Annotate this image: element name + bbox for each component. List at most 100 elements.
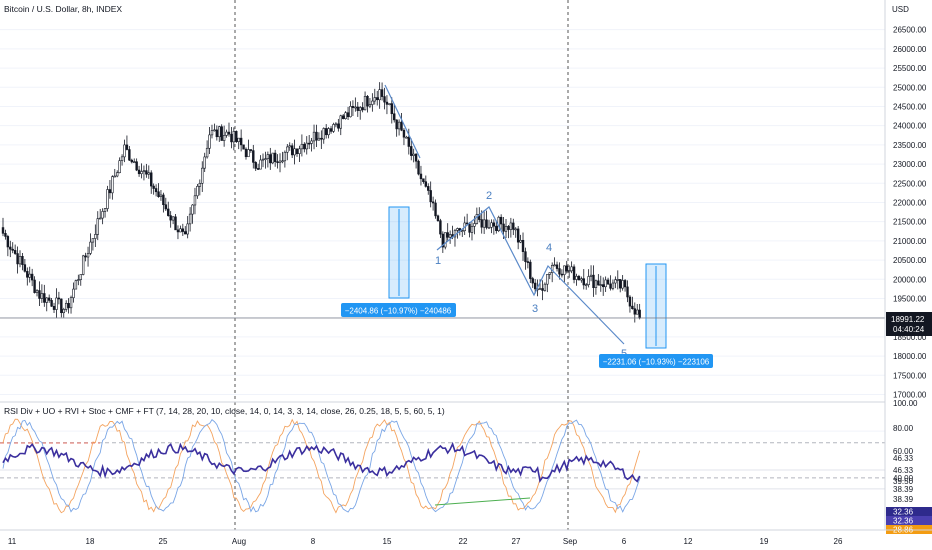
candle-body xyxy=(473,223,476,227)
candle-body xyxy=(205,147,209,158)
symbol-title[interactable]: Bitcoin / U.S. Dollar, 8h, INDEX xyxy=(4,4,122,14)
candle-body xyxy=(157,191,160,197)
candle-body xyxy=(113,175,116,178)
candle-body xyxy=(72,288,75,299)
indicator-value: 46.33 xyxy=(893,454,914,463)
candle-body xyxy=(337,123,340,129)
candle-body xyxy=(349,106,352,118)
time-tick: 6 xyxy=(622,537,627,546)
candle-body xyxy=(359,107,362,111)
indicator-line-stoch-k xyxy=(2,419,641,513)
candle-body xyxy=(130,159,133,163)
candle-body xyxy=(623,280,627,288)
candle-body xyxy=(410,146,413,156)
candle-body xyxy=(565,265,568,272)
candle-body xyxy=(184,231,187,235)
last-price-value: 18991.22 xyxy=(891,315,925,324)
price-axis-bg xyxy=(885,0,932,530)
price-tick: 26000.00 xyxy=(893,45,927,54)
candle-body xyxy=(16,253,19,265)
divergence-line xyxy=(434,497,531,506)
candle-body xyxy=(45,297,48,303)
price-tick: 17500.00 xyxy=(893,371,927,380)
candle-body xyxy=(512,222,515,230)
candle-body xyxy=(402,129,406,138)
candle-body xyxy=(636,309,639,315)
candle-body xyxy=(597,280,600,286)
candle-body xyxy=(558,268,561,275)
candle-body xyxy=(315,131,318,141)
indicator-value: 46.33 xyxy=(893,466,914,475)
candle-body xyxy=(373,97,376,102)
time-tick: 27 xyxy=(512,537,521,546)
candle-body xyxy=(436,215,440,221)
candle-body xyxy=(38,290,41,299)
candle-body xyxy=(448,234,452,238)
candle-body xyxy=(475,214,479,224)
time-tick: 26 xyxy=(834,537,843,546)
candle-body xyxy=(609,283,612,289)
candle-body xyxy=(507,226,510,230)
candle-body xyxy=(4,233,7,237)
candle-body xyxy=(196,186,199,197)
candle-body xyxy=(69,297,73,309)
candle-body xyxy=(256,168,260,170)
time-tick: 18 xyxy=(86,537,95,546)
time-tick: 22 xyxy=(459,537,468,546)
indicator-badge-value: 32.36 xyxy=(893,508,914,517)
candle-body xyxy=(6,236,10,248)
candle-body xyxy=(167,208,170,216)
candle-body xyxy=(81,255,85,275)
indicator-badge xyxy=(886,516,932,525)
candle-body xyxy=(181,228,185,232)
candle-body xyxy=(429,190,432,203)
candle-body xyxy=(482,219,486,228)
candle-body xyxy=(293,148,296,156)
candle-body xyxy=(201,167,204,184)
candle-body xyxy=(237,137,240,142)
time-tick: 19 xyxy=(760,537,769,546)
candle-body xyxy=(577,275,581,281)
candle-body xyxy=(40,293,44,299)
candle-body xyxy=(242,144,245,150)
candle-body xyxy=(278,160,282,163)
candle-body xyxy=(26,271,29,278)
price-tick: 23000.00 xyxy=(893,160,927,169)
candle-body xyxy=(52,306,56,310)
indicator-levels xyxy=(0,430,885,490)
candle-body xyxy=(587,276,590,286)
candle-body xyxy=(55,297,58,310)
candle-body xyxy=(1,227,5,234)
candle-body xyxy=(606,279,610,285)
price-tick: 26500.00 xyxy=(893,26,927,35)
indicator-tick: 80.00 xyxy=(893,424,914,433)
candle-body xyxy=(232,131,236,143)
currency-label: USD xyxy=(892,5,909,14)
time-tick: 15 xyxy=(383,537,392,546)
candle-body xyxy=(174,216,177,231)
candle-body xyxy=(244,148,248,158)
candle-body xyxy=(154,188,158,193)
candle-body xyxy=(602,284,605,288)
candle-body xyxy=(422,178,425,183)
candle-body xyxy=(546,274,549,285)
candle-body xyxy=(356,106,359,111)
indicator-value: 40.00 xyxy=(893,474,914,483)
candle-body xyxy=(286,146,289,153)
indicator-title[interactable]: RSI Div + UO + RVI + Stoc + CMF + FT (7,… xyxy=(4,406,445,416)
price-tick: 22000.00 xyxy=(893,198,927,207)
candle-body xyxy=(11,248,14,251)
candle-body xyxy=(395,119,398,130)
wave-line-a xyxy=(384,84,421,159)
candle-body xyxy=(288,145,291,148)
candle-body xyxy=(276,161,279,164)
candle-body xyxy=(191,204,194,215)
candle-body xyxy=(281,160,284,163)
candle-body xyxy=(582,278,585,286)
candle-body xyxy=(407,136,411,147)
indicator-value: 38.39 xyxy=(893,495,914,504)
candle-body xyxy=(94,234,97,239)
candle-body xyxy=(249,149,253,151)
candle-body xyxy=(67,303,70,309)
